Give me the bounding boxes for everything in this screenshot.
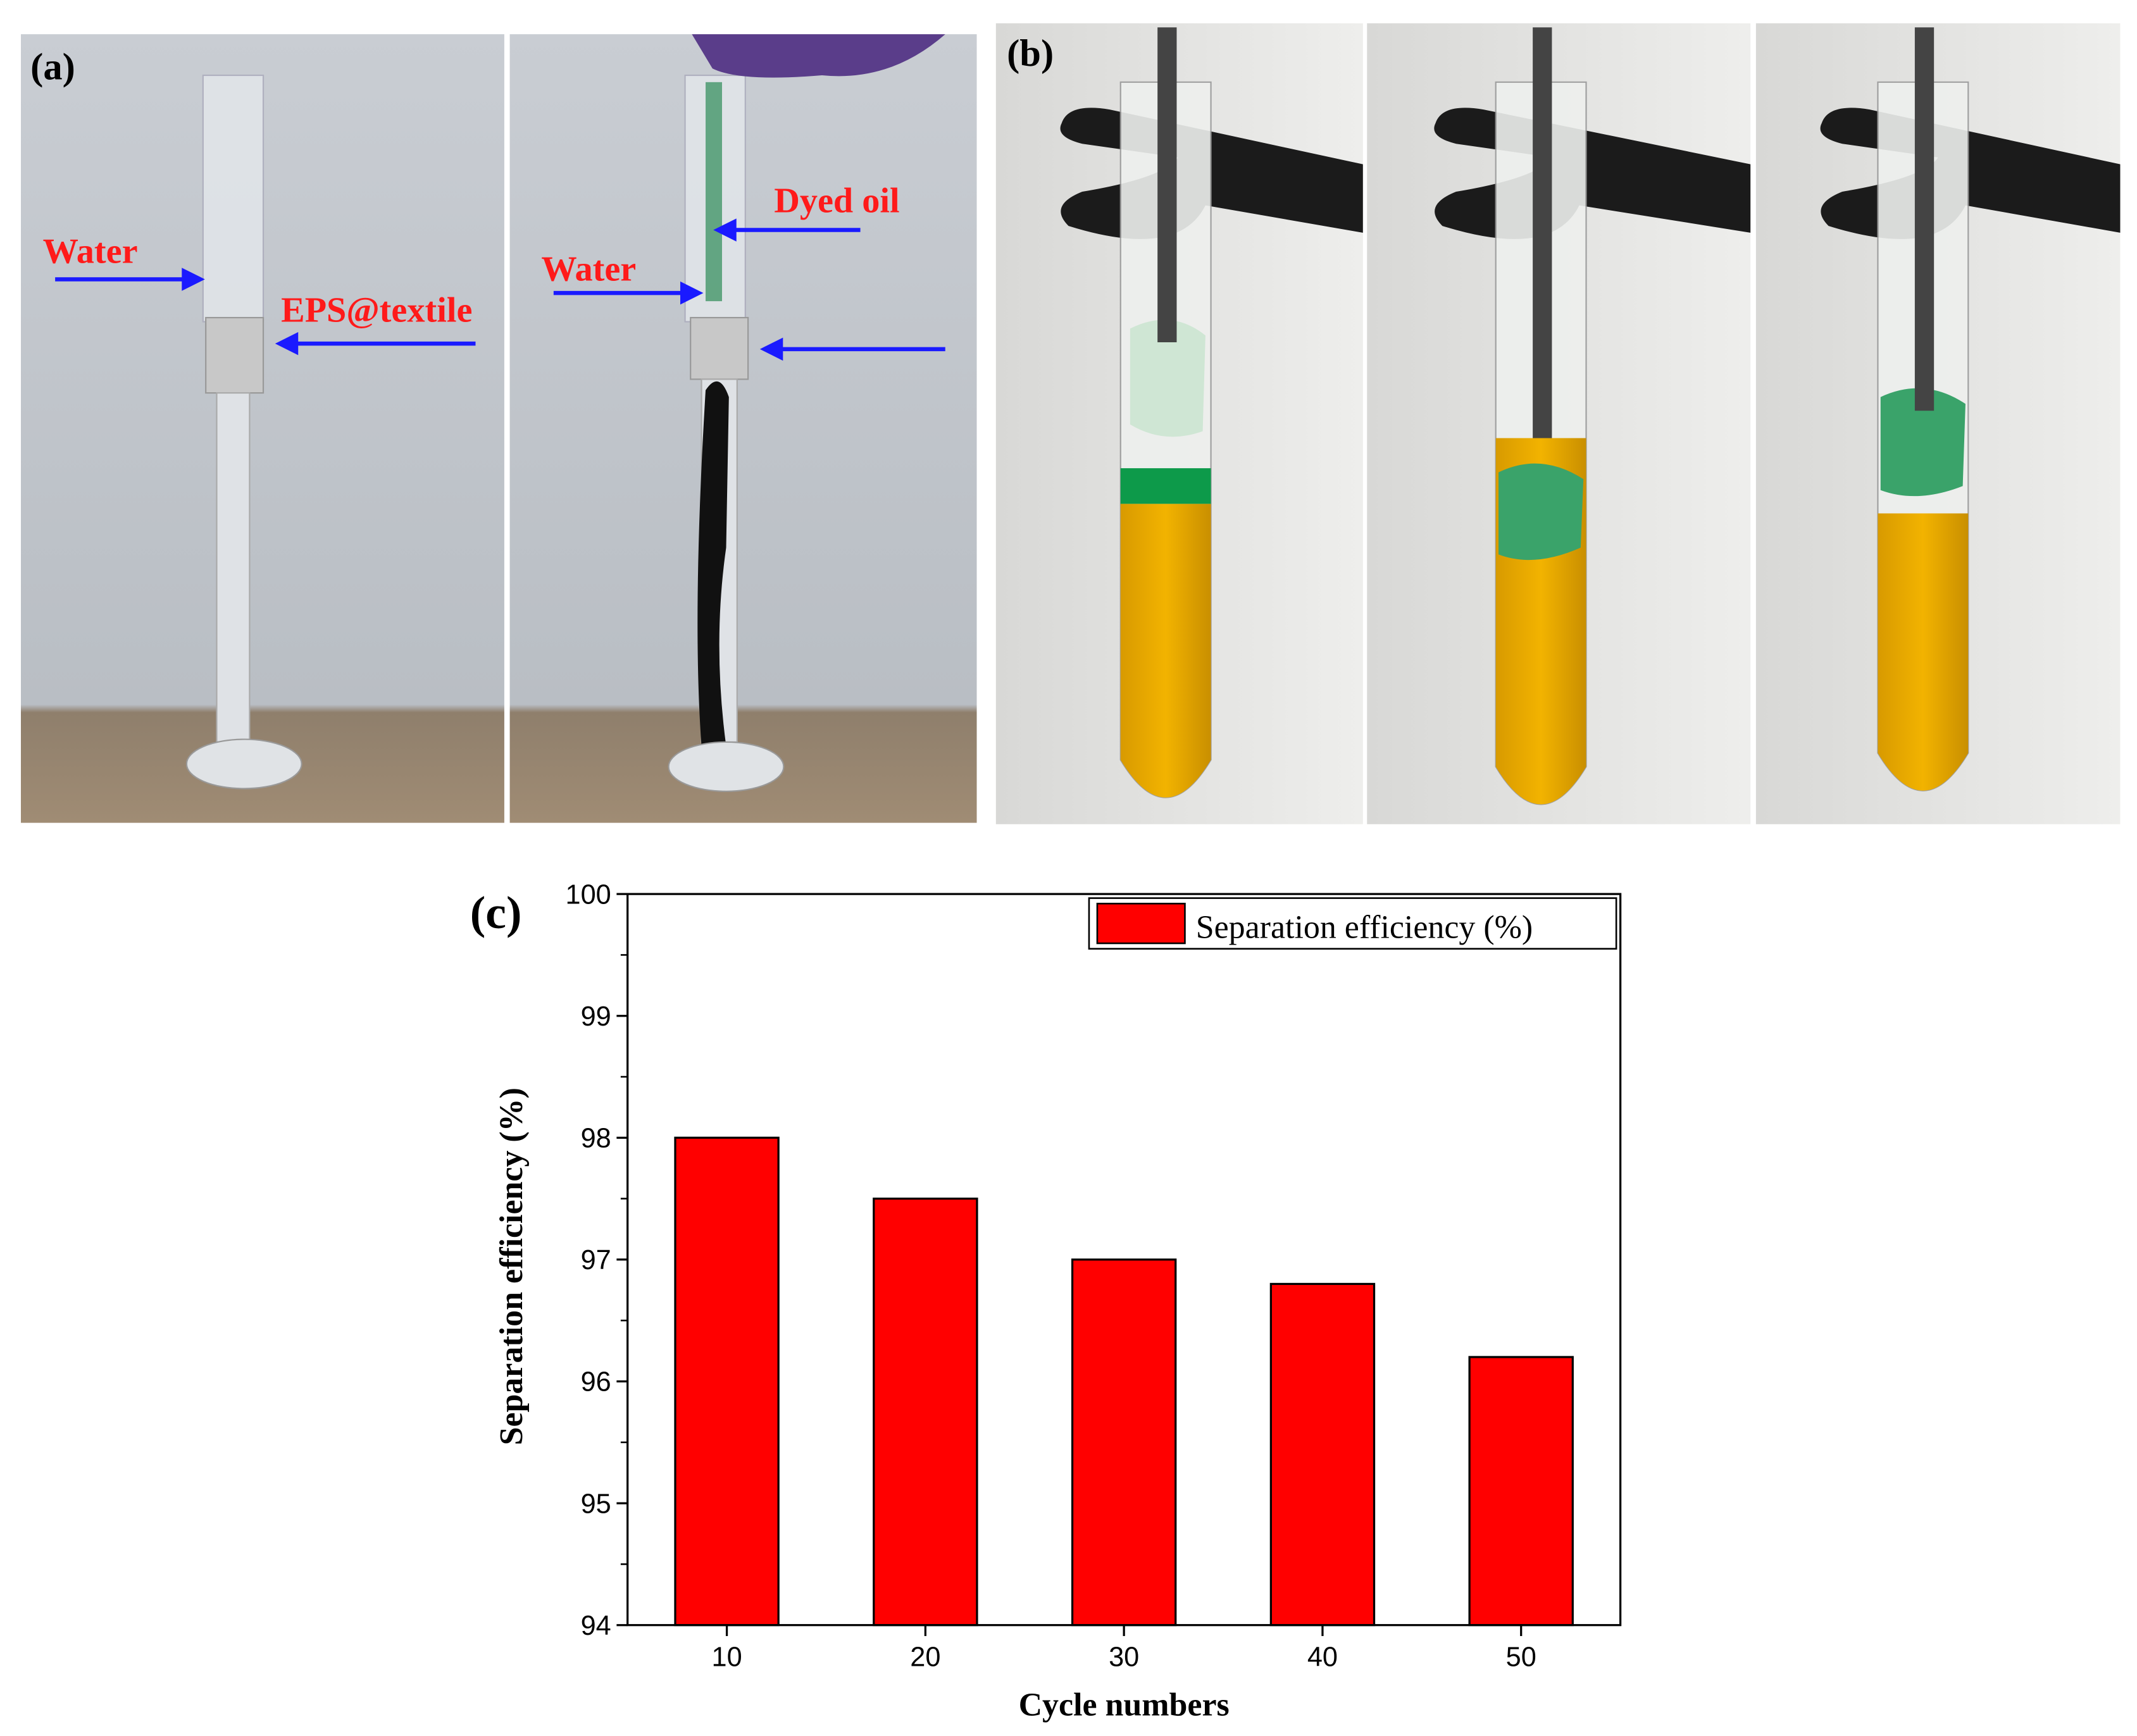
annotation: Water	[43, 232, 138, 271]
legend-swatch	[1096, 902, 1186, 945]
panel-label: (a)	[30, 46, 75, 89]
bar	[1468, 1356, 1574, 1627]
bar	[1071, 1258, 1177, 1627]
y-axis-title: Separation efficiency (%)	[494, 1088, 530, 1445]
x-axis-title: Cycle numbers	[1019, 1687, 1230, 1723]
annotation: Dyed oil	[774, 181, 899, 220]
bar	[674, 1136, 780, 1627]
x-tick-label: 50	[1506, 1642, 1536, 1673]
y-tick-label: 98	[581, 1123, 611, 1153]
panel-label: (c)	[470, 886, 522, 938]
y-tick-label: 94	[581, 1611, 611, 1641]
y-tick-label: 97	[581, 1245, 611, 1275]
photo-a	[21, 34, 977, 823]
bar-chart: 94 95 96 97 98 99 100 10 20 30 40 50 Cycle numbers Se…	[470, 879, 1622, 1723]
bar	[1269, 1282, 1376, 1627]
y-tick-label: 99	[581, 1001, 611, 1032]
annotation: EPS@textile	[281, 291, 472, 330]
legend-label: Separation efficiency (%)	[1196, 909, 1533, 945]
y-tick-label: 95	[581, 1489, 611, 1519]
x-tick-label: 30	[1109, 1642, 1139, 1673]
x-tick-label: 10	[712, 1642, 742, 1673]
x-tick-label: 40	[1307, 1642, 1338, 1673]
y-tick-label: 100	[566, 879, 611, 910]
photo-b	[995, 23, 2121, 824]
annotation: Water	[541, 250, 636, 289]
bar	[873, 1197, 978, 1627]
x-tick-label: 20	[910, 1642, 940, 1673]
panel-label: (b)	[1007, 32, 1054, 75]
y-tick-label: 96	[581, 1367, 611, 1398]
